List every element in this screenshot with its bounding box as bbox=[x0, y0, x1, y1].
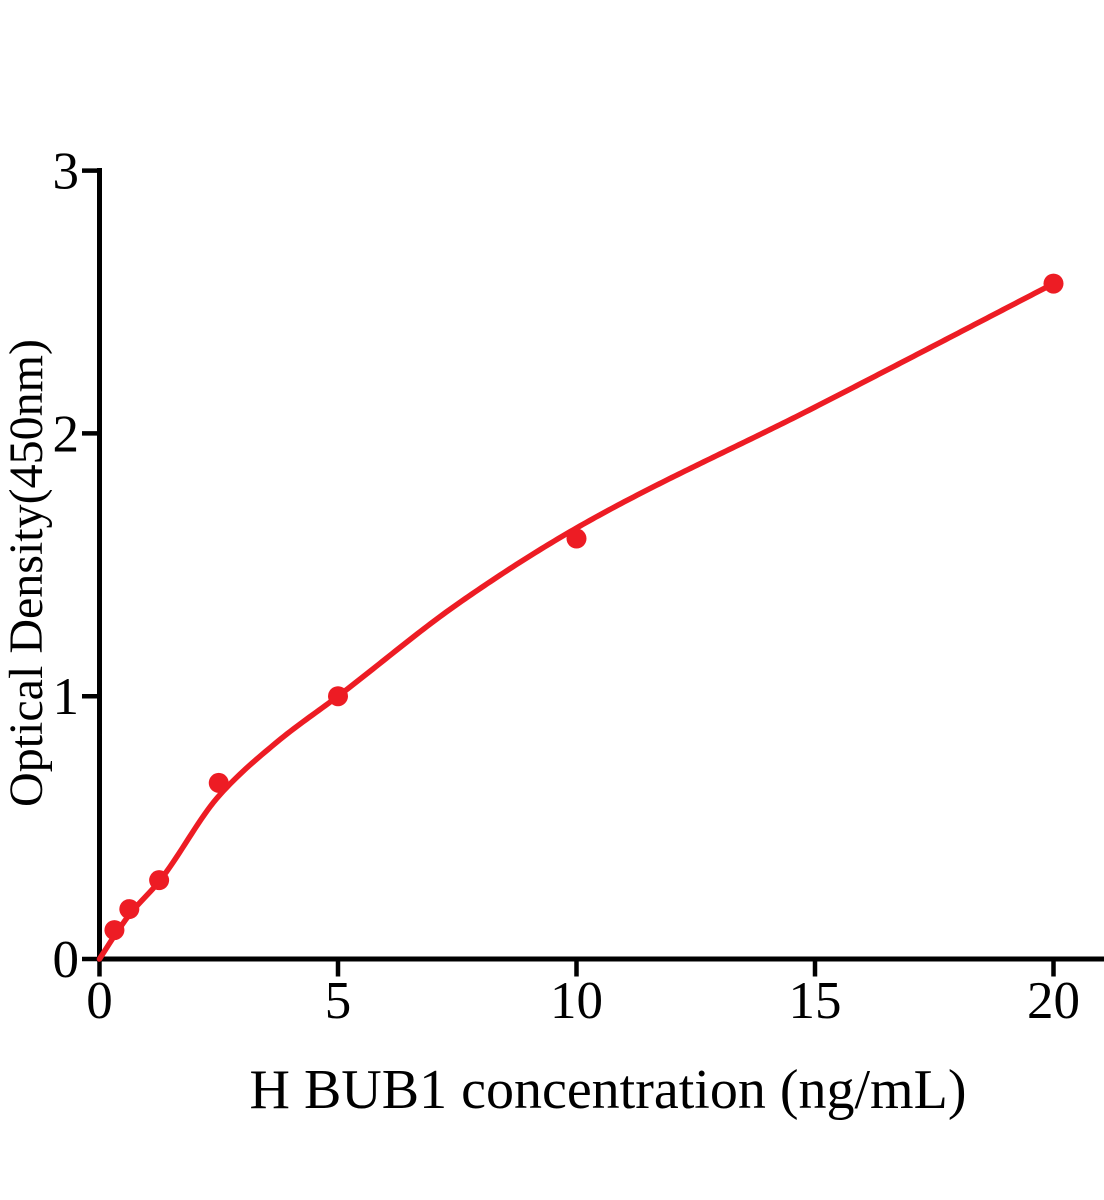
x-tick-label: 0 bbox=[86, 972, 113, 1030]
data-point-marker bbox=[104, 920, 125, 941]
y-tick-label: 2 bbox=[53, 405, 80, 463]
y-axis-title: Optical Density(450nm) bbox=[0, 339, 53, 807]
data-point-marker bbox=[208, 772, 229, 793]
fit-curve-path bbox=[96, 280, 1057, 962]
x-axis-title: H BUB1 concentration (ng/mL) bbox=[250, 1059, 967, 1121]
data-point-marker bbox=[566, 528, 587, 549]
y-tick-label: 3 bbox=[53, 143, 80, 201]
y-tick-label: 0 bbox=[53, 931, 80, 989]
data-point-marker bbox=[328, 686, 348, 707]
x-tick-label: 20 bbox=[1027, 972, 1080, 1030]
data-point-marker bbox=[119, 899, 140, 920]
x-tick-label: 10 bbox=[550, 972, 603, 1030]
data-point-marker bbox=[1043, 273, 1064, 294]
y-tick-label: 1 bbox=[53, 668, 80, 726]
x-tick-label: 5 bbox=[325, 972, 352, 1030]
data-point-marker bbox=[149, 870, 170, 891]
x-tick-label: 15 bbox=[789, 972, 842, 1030]
series-layer bbox=[96, 273, 1064, 962]
axes-layer: 0 5 10 15 20 0 1 2 3 bbox=[53, 143, 1104, 1030]
